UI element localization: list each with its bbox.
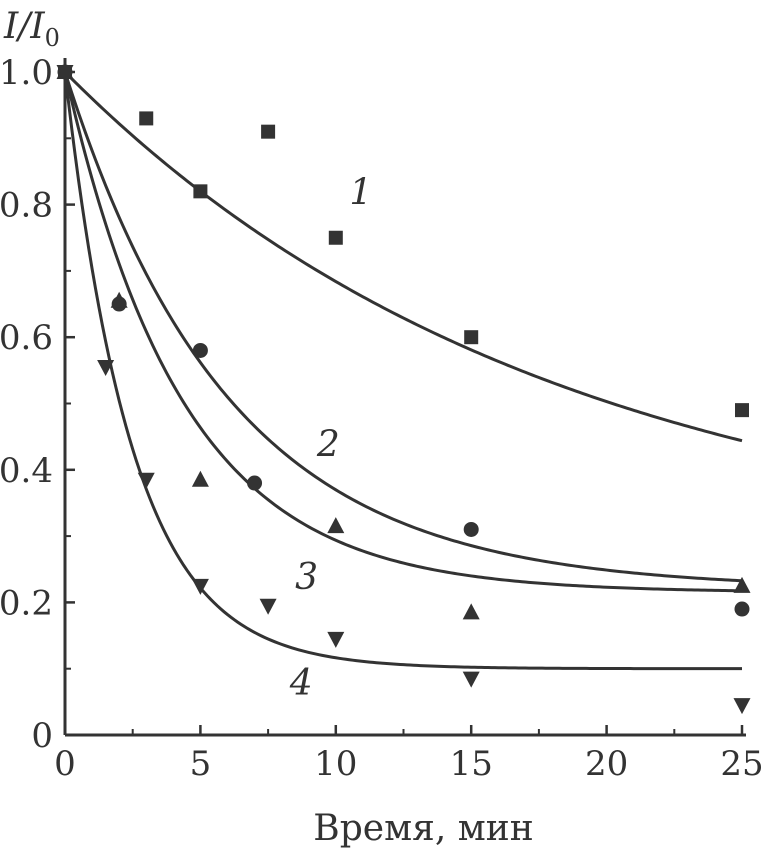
- point-series-3: [327, 517, 345, 534]
- point-series-1: [139, 111, 154, 126]
- point-series-1: [193, 184, 208, 199]
- point-series-3: [733, 576, 751, 593]
- x-tick-label: 20: [585, 744, 628, 784]
- point-series-4: [137, 472, 155, 489]
- curve-label-1: 1: [349, 173, 372, 214]
- point-series-1: [261, 124, 276, 139]
- fit-curve-3: [63, 71, 743, 593]
- point-series-2: [247, 475, 263, 491]
- point-series-4: [191, 578, 209, 595]
- x-tick-label: 15: [450, 744, 493, 784]
- point-series-1: [464, 330, 479, 345]
- fit-curve-2: [63, 71, 743, 583]
- fit-curve-1: [63, 70, 743, 443]
- y-axis-title-subscript: 0: [45, 24, 60, 52]
- axes: 0 5 10 15 20 25 0 0.2 0.4 0.6 0.8 1.0: [0, 53, 763, 784]
- point-series-4: [462, 671, 480, 688]
- point-series-3: [110, 291, 128, 308]
- y-tick-label: 0: [31, 716, 53, 756]
- x-tick-label: 5: [190, 744, 212, 784]
- x-tick-label: 25: [720, 744, 763, 784]
- curve-label-4: 4: [289, 663, 313, 704]
- point-series-4: [259, 598, 277, 615]
- x-tick-label: 10: [314, 744, 357, 784]
- curve-labels: 1 2 3 4: [289, 173, 372, 705]
- point-series-2: [463, 521, 479, 537]
- data-points: [56, 63, 751, 715]
- point-series-3: [462, 603, 480, 620]
- y-axis-title: I/I0: [3, 6, 60, 52]
- point-series-2: [192, 342, 208, 358]
- x-tick-label: 0: [54, 744, 76, 784]
- fit-curves: [63, 70, 743, 671]
- y-tick-label: 0.8: [0, 186, 53, 226]
- point-series-1: [328, 230, 343, 245]
- y-tick-label: 0.2: [0, 583, 53, 623]
- curve-label-3: 3: [295, 557, 318, 598]
- y-tick-label: 0.4: [0, 451, 53, 491]
- x-axis-title: Время, мин: [313, 808, 533, 849]
- y-axis-title-main: I/I: [3, 6, 45, 47]
- y-tick-label: 0.6: [0, 318, 53, 358]
- point-series-4: [56, 65, 74, 81]
- point-series-4: [327, 631, 345, 648]
- point-series-1: [735, 403, 749, 418]
- point-series-2: [734, 601, 750, 617]
- fit-curve-4: [63, 71, 742, 671]
- y-tick-label: 1.0: [0, 53, 53, 93]
- point-series-4: [97, 360, 115, 377]
- point-series-3: [191, 470, 209, 487]
- point-series-4: [733, 698, 751, 715]
- curve-label-2: 2: [316, 425, 340, 466]
